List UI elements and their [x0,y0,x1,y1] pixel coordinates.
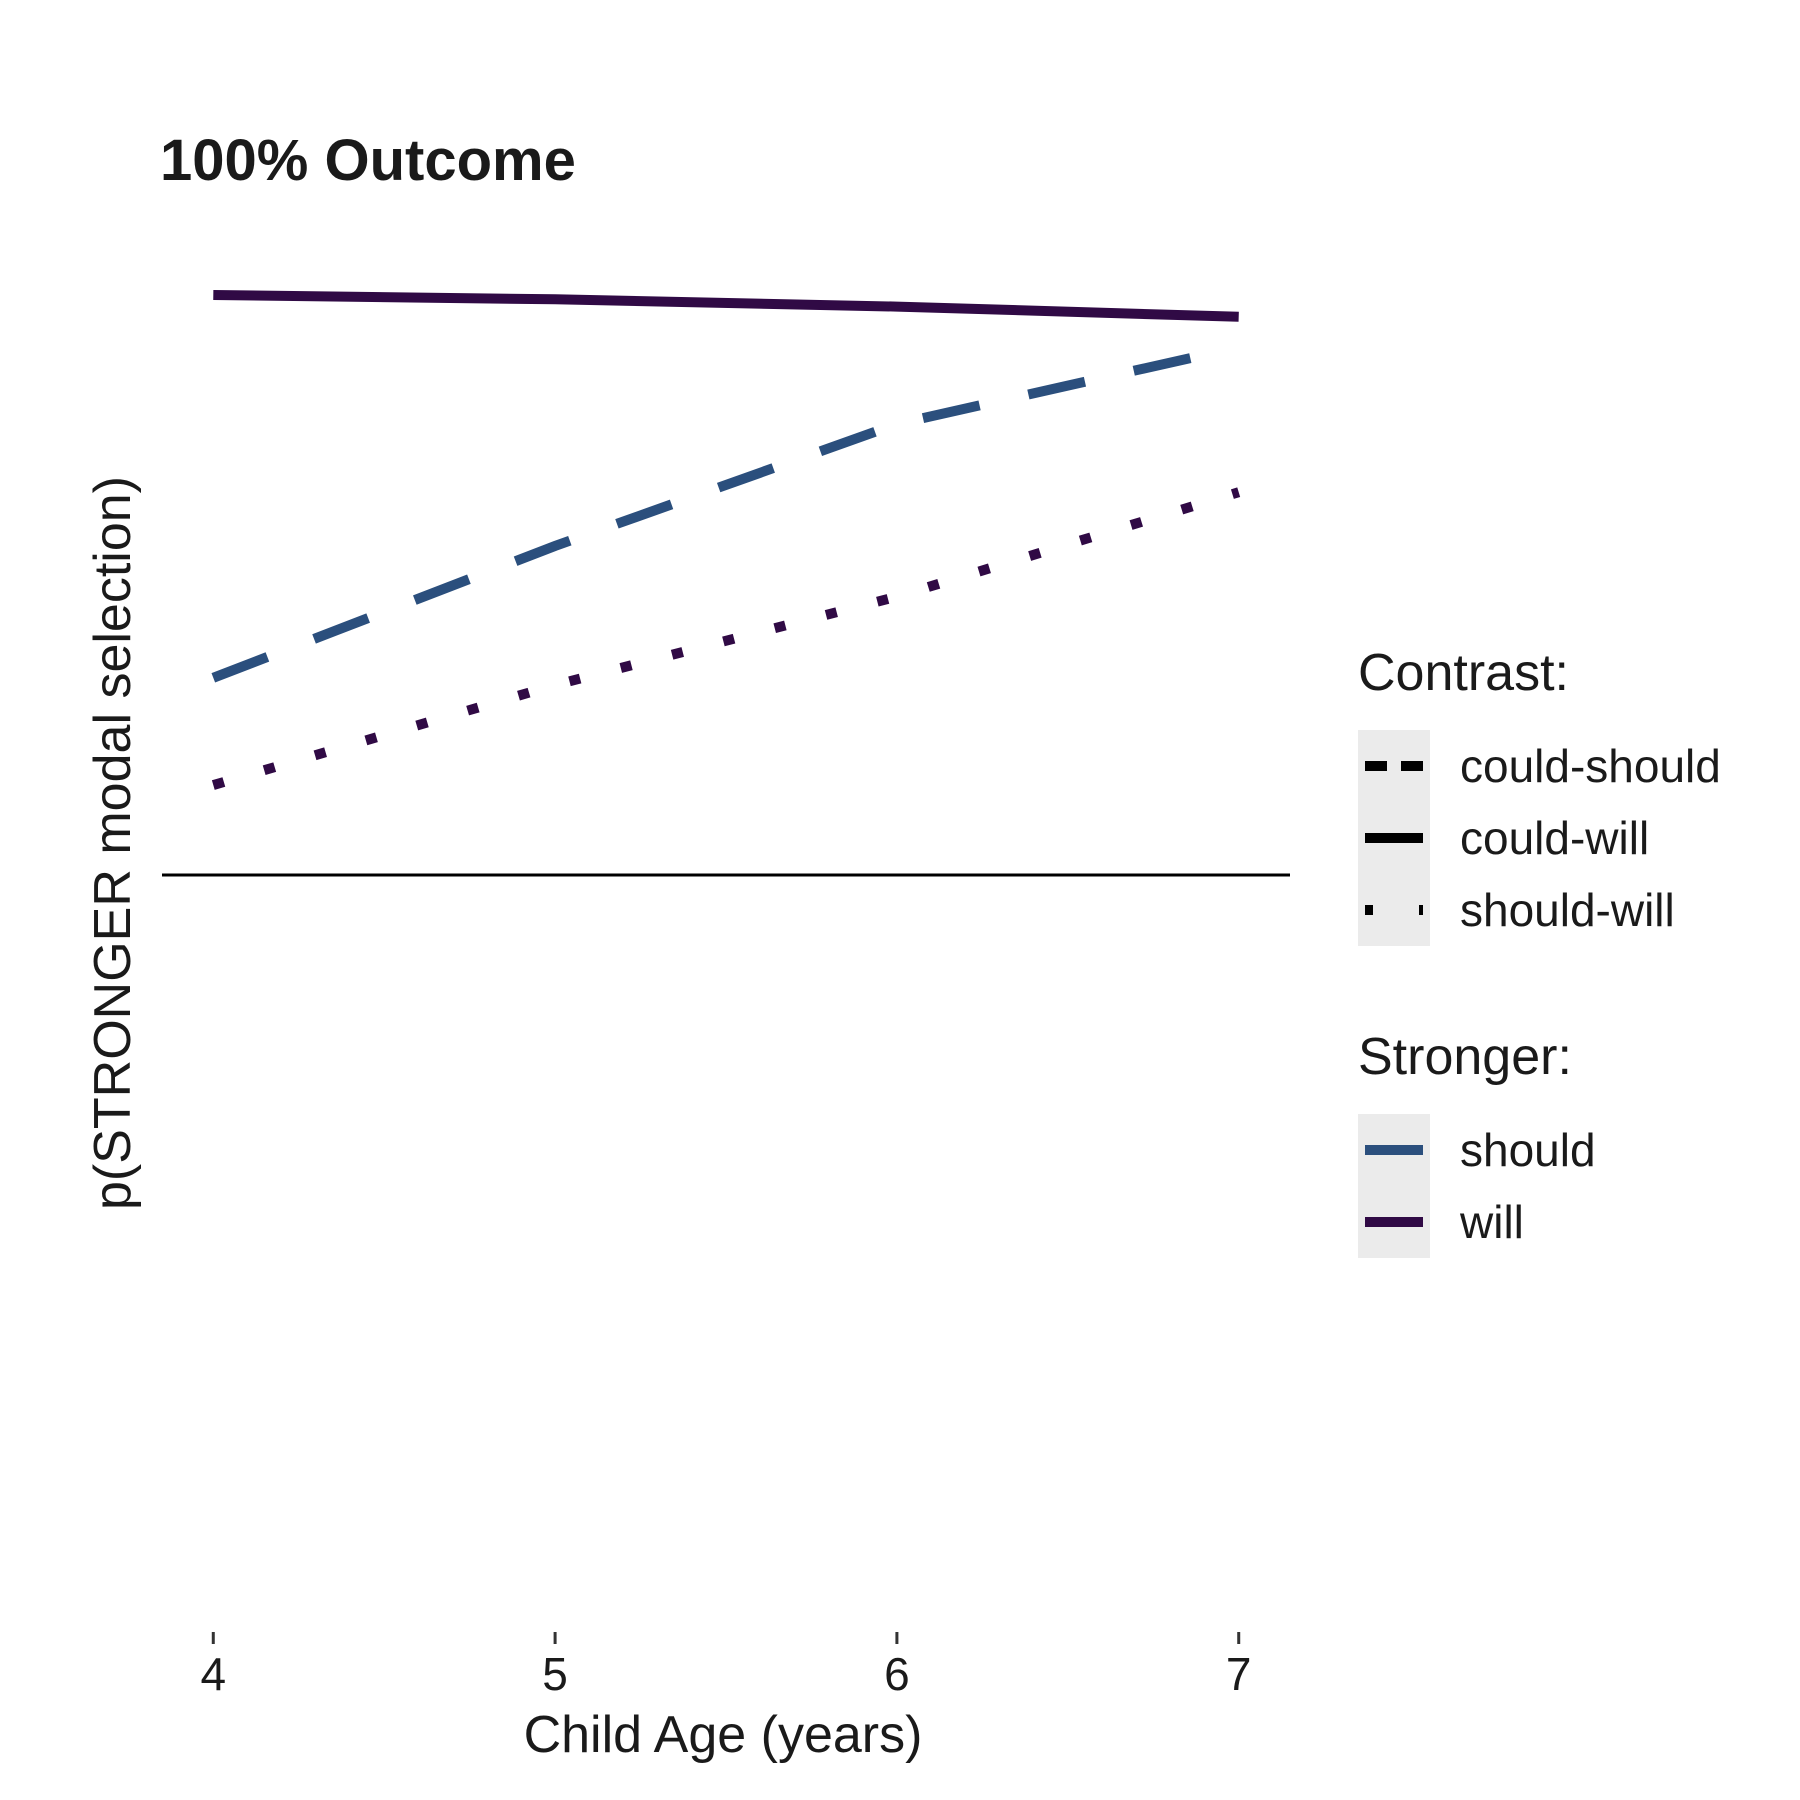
legend-label-will: will [1459,1196,1524,1248]
x-tick-label: 5 [542,1648,568,1700]
chart-title: 100% Outcome [160,128,576,193]
legend-title: Contrast: [1358,644,1569,702]
legend-title: Stronger: [1358,1028,1572,1086]
legend-label-should: should [1460,1124,1596,1176]
legend-label-could-should: could-should [1460,740,1721,792]
series-line-should-will [211,487,1241,790]
x-tick-label: 7 [1226,1648,1252,1700]
plot-area [162,290,1290,877]
x-axis: 4 5 6 7 [200,1632,1252,1700]
x-axis-title: Child Age (years) [524,1706,923,1764]
series-line-could-will [213,290,1239,322]
legend-key-background [1358,1114,1430,1258]
legend-label-could-will: could-will [1460,812,1649,864]
legend: Contrast: could-should could-will should-wi… [1358,644,1721,1258]
y-axis-title: p(STRONGER modal selection) [84,476,142,1210]
x-tick-label: 6 [884,1648,910,1700]
legend-label-should-will: should-will [1460,884,1675,936]
x-tick-label: 4 [200,1648,226,1700]
series-line-could-should [211,342,1240,683]
